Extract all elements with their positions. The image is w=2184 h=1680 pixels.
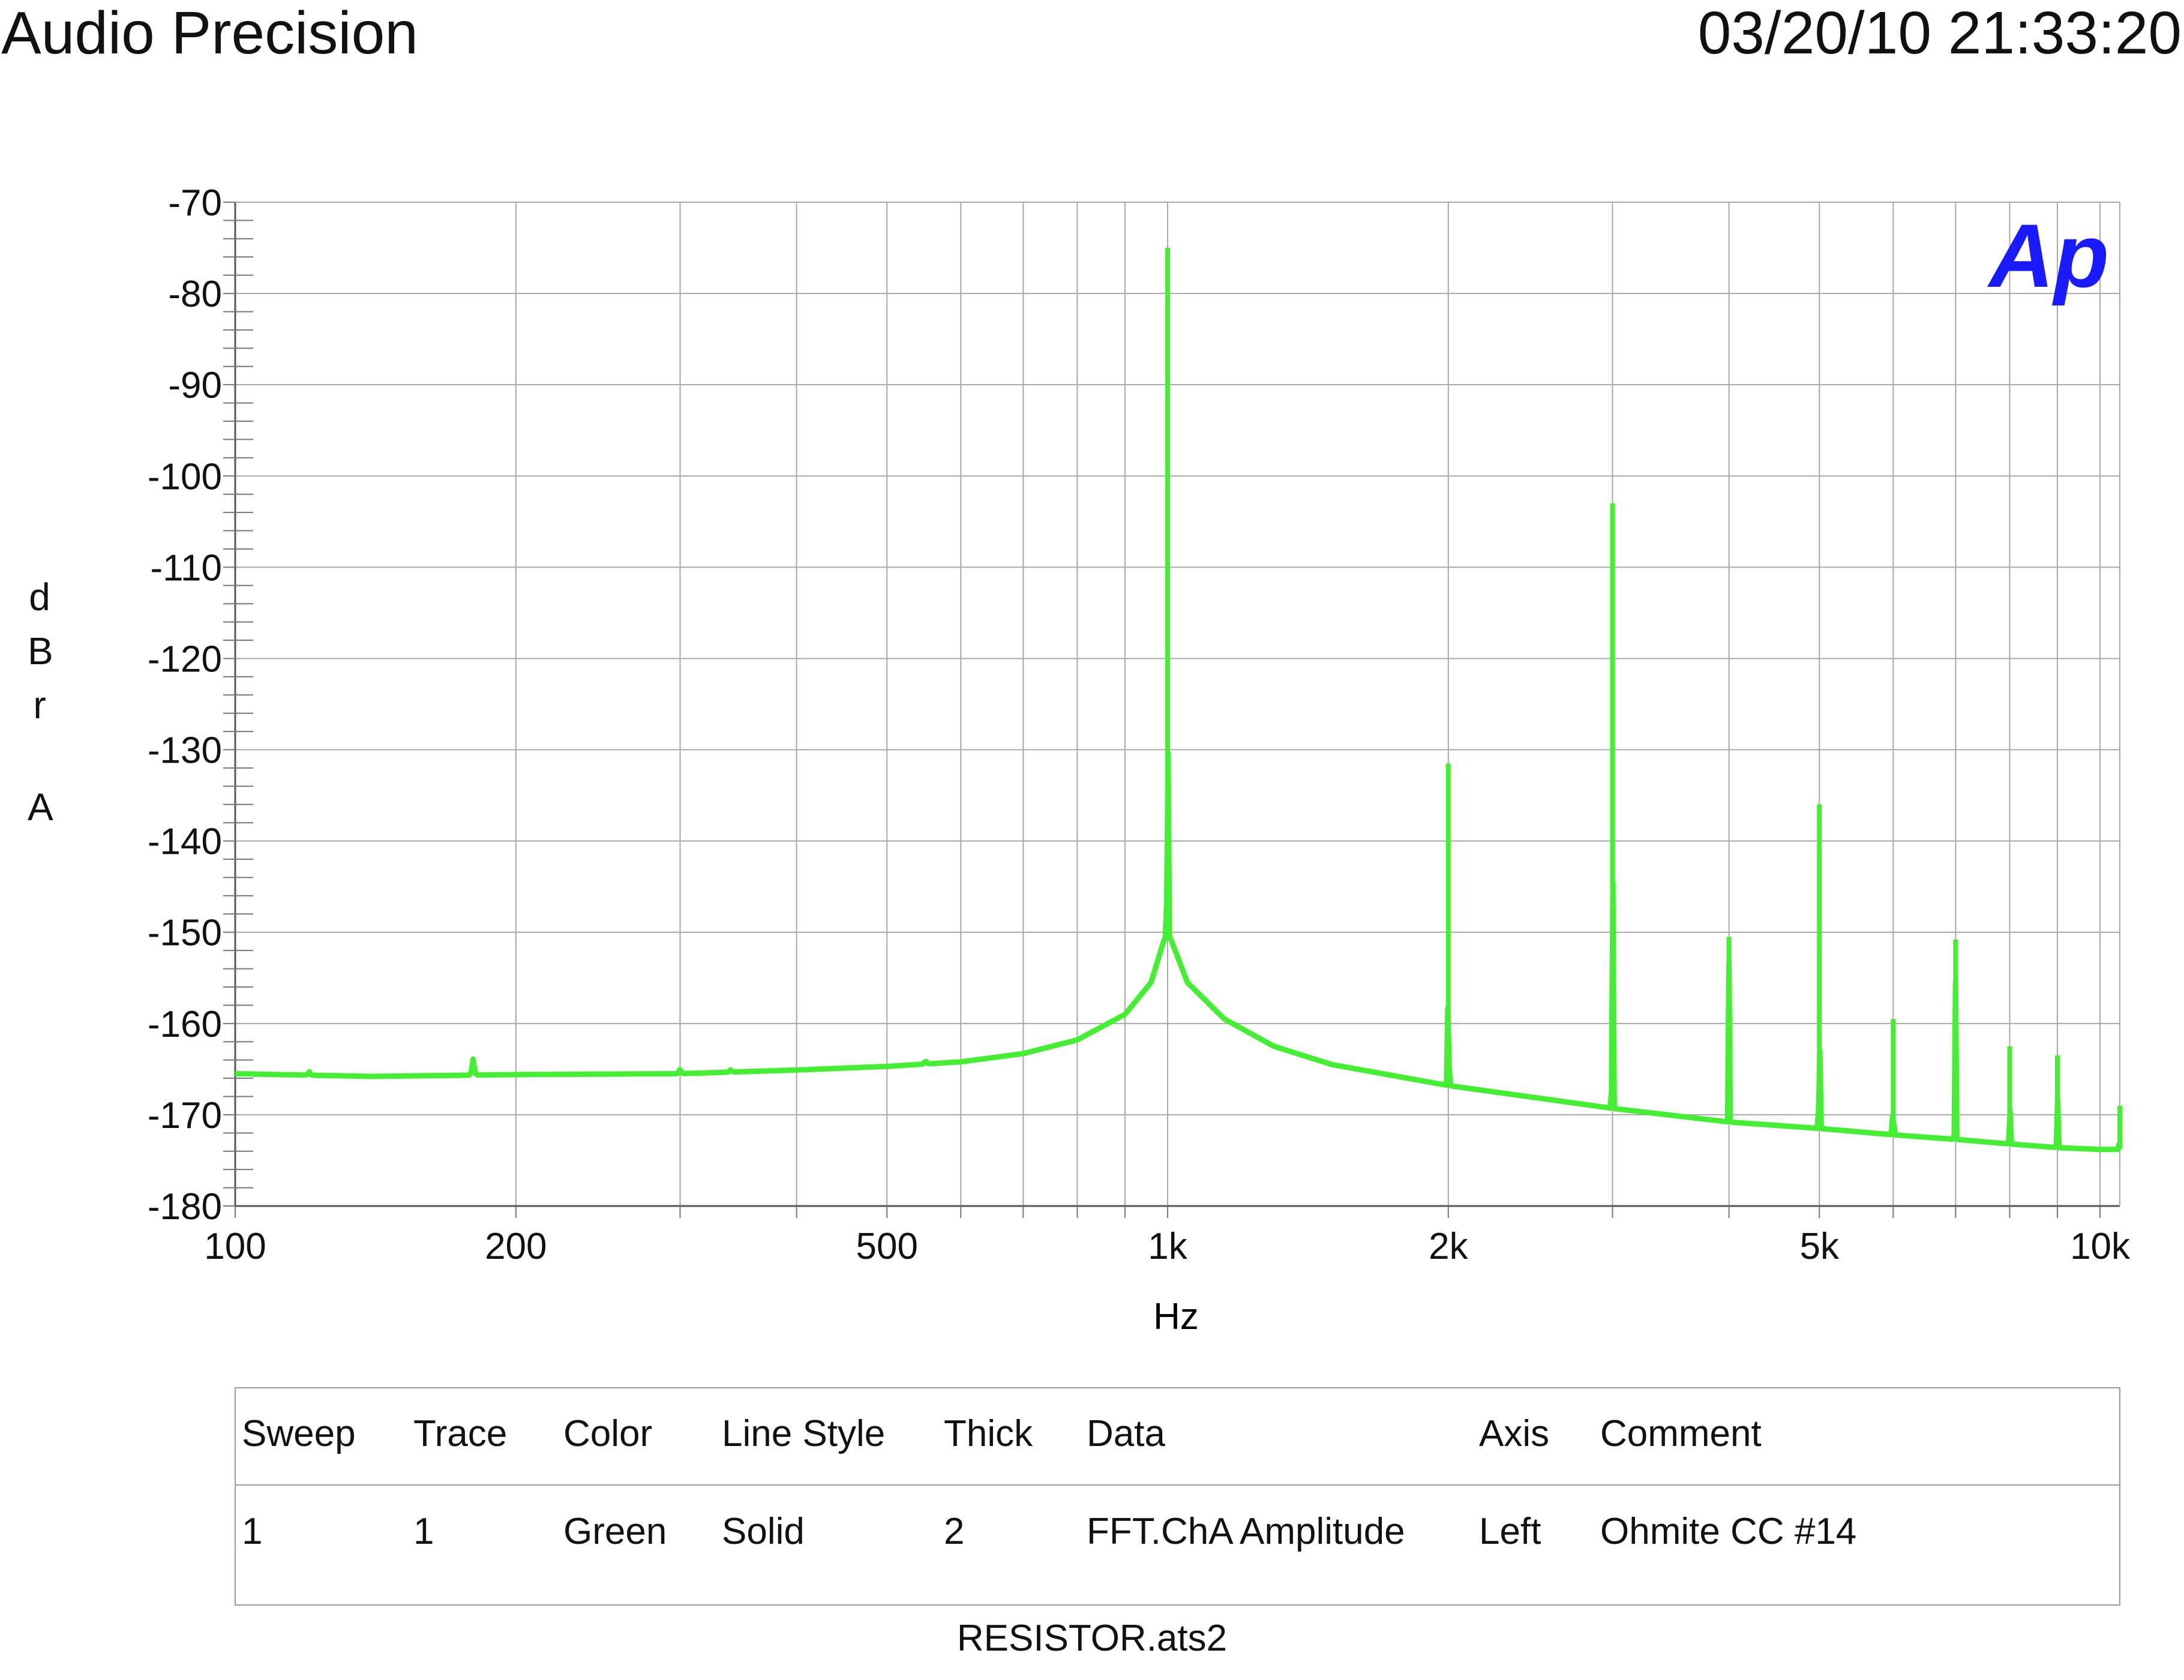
y-axis-label-letter: B [28,629,53,673]
legend-header-cell: Color [563,1413,653,1454]
axis-minor-ticks [223,202,2101,1218]
series-group [233,248,2122,1153]
legend-header-cell: Thick [944,1413,1033,1454]
x-axis-label: Hz [1153,1296,1199,1337]
grid-major [234,202,2120,1207]
grid-minor [235,202,2120,1207]
y-tick-labels: -70 -80 -90 -100 -110 -120 -130 -140 -150 -160 -17… [148,182,222,1228]
ap-logo: Ap [1987,205,2109,306]
x-tick-label: 100 [204,1226,266,1267]
legend-data-row: 1 1 Green Solid 2 FFT.ChA Amplitude Left Ohmite… [236,1484,2119,1604]
legend-header-row: Sweep Trace Color Line Style Thick Data Axis Co… [236,1388,2119,1486]
legend-data-cell: Solid [722,1511,805,1552]
legend-header-cell: Comment [1600,1413,1762,1454]
file-name: RESISTOR.ats2 [956,1618,1228,1659]
y-tick-label: -130 [148,730,222,772]
legend-data-cell: Green [563,1511,667,1552]
y-tick-label: -80 [168,274,222,315]
legend-data-cell: FFT.ChA Amplitude [1087,1511,1405,1552]
header-timestamp: 03/20/10 21:33:20 [1697,0,2182,67]
legend-data-cell: 2 [944,1511,965,1552]
y-tick-label: -160 [148,1004,222,1045]
legend-data-cell: 1 [242,1511,263,1552]
y-tick-label: -90 [168,365,222,406]
x-tick-label: 10k [2070,1226,2131,1267]
legend-data-cell: Left [1479,1511,1541,1552]
legend-table: Sweep Trace Color Line Style Thick Data Axis Co… [235,1387,2120,1606]
y-axis-label-letter: A [28,785,53,829]
header-title: Audio Precision [1,0,418,67]
y-axis-label-letter: d [29,575,50,619]
x-tick-label: 2k [1429,1226,1468,1267]
y-tick-label: -140 [148,821,222,863]
y-tick-label: -70 [168,182,222,224]
x-tick-labels: 100 200 500 1k 2k 5k 10k [204,1226,2131,1267]
y-tick-label: -100 [148,456,222,497]
legend-data-cell: 1 [413,1511,434,1552]
y-tick-label: -120 [148,638,222,680]
y-tick-label: -180 [148,1186,222,1228]
fft-chart: -70 -80 -90 -100 -110 -120 -130 -140 -150 -160 -17… [148,182,2131,1337]
x-tick-label: 1k [1148,1226,1187,1267]
legend-header-cell: Axis [1479,1413,1550,1454]
x-tick-label: 200 [485,1226,547,1267]
y-tick-label: -170 [148,1095,222,1136]
series-line [233,751,2122,1153]
legend-header-cell: Data [1087,1413,1165,1454]
x-tick-label: 5k [1800,1226,1840,1267]
y-tick-label: -150 [148,913,222,954]
legend-data-cell: Ohmite CC #14 [1600,1511,1857,1552]
legend-header-cell: Trace [413,1413,508,1454]
legend-header-cell: Line Style [722,1413,886,1454]
y-tick-label: -110 [151,547,223,589]
y-axis-label-letter: r [33,683,46,727]
x-tick-label: 500 [856,1226,917,1267]
legend-header-cell: Sweep [242,1413,356,1454]
